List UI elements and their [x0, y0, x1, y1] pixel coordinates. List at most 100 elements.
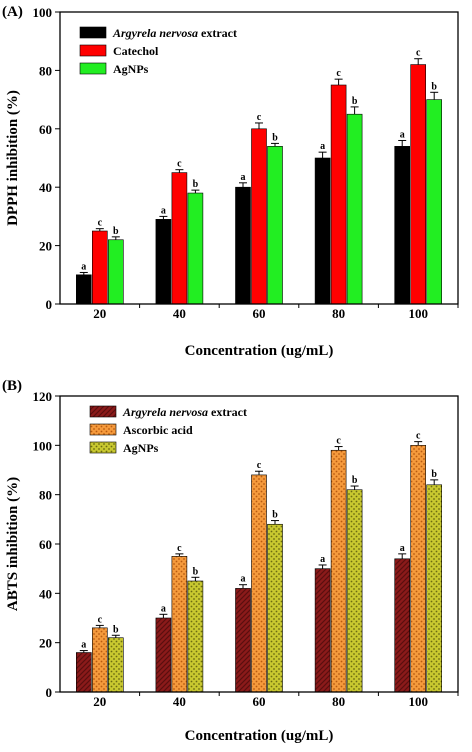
- legend-label-text: AgNPs: [123, 441, 159, 455]
- significance-letter: c: [177, 159, 182, 170]
- legend-label-text: Ascorbic acid: [123, 423, 193, 437]
- bar: [235, 588, 251, 693]
- bar: [108, 637, 124, 693]
- significance-letter: c: [257, 112, 262, 123]
- legend-label-text: extract: [208, 405, 247, 419]
- x-tick-label: 40: [173, 694, 186, 709]
- bar: [330, 84, 347, 305]
- y-tick-label: 0: [46, 685, 53, 700]
- bar: [155, 617, 172, 693]
- y-axis-label: ABTS inhibition (%): [5, 477, 21, 611]
- bar: [155, 219, 172, 305]
- x-tick-label: 20: [93, 306, 106, 321]
- bar: [267, 523, 283, 693]
- significance-letter: c: [336, 436, 341, 447]
- bar: [92, 627, 108, 693]
- bar: [251, 128, 267, 305]
- legend-swatch: [89, 423, 117, 436]
- x-axis-label: Concentration (ug/mL): [185, 728, 334, 744]
- significance-letter: b: [272, 132, 278, 143]
- significance-letter: c: [98, 614, 103, 625]
- plot-frame: [59, 11, 459, 305]
- legend-label: Ascorbic acid: [123, 423, 193, 437]
- bar: [394, 146, 411, 305]
- bar: [410, 64, 427, 305]
- legend-swatch: [89, 405, 117, 418]
- plot-frame: [59, 395, 459, 693]
- bar: [108, 239, 124, 305]
- significance-letter: a: [241, 574, 246, 585]
- significance-letter: c: [416, 48, 421, 59]
- y-tick-label: 40: [39, 180, 52, 195]
- y-tick-label: 100: [33, 438, 53, 453]
- x-tick-label: 20: [93, 694, 106, 709]
- y-tick-label: 20: [39, 636, 52, 651]
- legend-swatch: [89, 441, 117, 454]
- x-tick-label: 40: [173, 306, 186, 321]
- bar: [187, 192, 204, 305]
- bar: [394, 558, 411, 693]
- y-tick-label: 120: [33, 389, 53, 404]
- bar: [346, 489, 363, 693]
- panel-b: (B)02040608010012020acb40acb60acb80acb10…: [2, 378, 459, 744]
- panel-label: (A): [2, 4, 23, 20]
- x-tick-label: 80: [332, 694, 345, 709]
- y-axis-label: DPPH inhibition (%): [5, 90, 21, 226]
- significance-letter: b: [113, 226, 119, 237]
- legend-label: Argyrela nervosa extract: [112, 26, 237, 40]
- bar: [426, 99, 443, 305]
- significance-letter: a: [81, 261, 86, 272]
- bar: [410, 445, 427, 693]
- bar: [267, 146, 283, 305]
- x-tick-label: 100: [408, 306, 428, 321]
- significance-letter: b: [113, 624, 119, 635]
- bar: [235, 186, 251, 305]
- significance-letter: b: [272, 510, 278, 521]
- significance-letter: a: [320, 554, 325, 565]
- significance-letter: c: [177, 543, 182, 554]
- y-tick-label: 80: [39, 63, 52, 78]
- significance-letter: c: [98, 218, 103, 229]
- significance-letter: b: [431, 81, 437, 92]
- bar: [76, 274, 92, 305]
- legend-label-text: Catechol: [113, 44, 159, 58]
- legend-swatch: [79, 26, 107, 39]
- significance-letter: a: [400, 129, 405, 140]
- bar: [92, 230, 108, 305]
- y-tick-label: 100: [33, 5, 53, 20]
- y-tick-label: 60: [39, 537, 52, 552]
- significance-letter: a: [320, 141, 325, 152]
- x-tick-label: 80: [332, 306, 345, 321]
- legend-label: Catechol: [113, 44, 159, 58]
- bar: [76, 652, 92, 693]
- y-tick-label: 80: [39, 488, 52, 503]
- legend-label: AgNPs: [113, 62, 149, 76]
- significance-letter: b: [193, 179, 199, 190]
- y-tick-label: 60: [39, 122, 52, 137]
- x-tick-label: 60: [253, 306, 266, 321]
- legend-label: AgNPs: [123, 441, 159, 455]
- bar: [171, 172, 188, 305]
- significance-letter: b: [352, 475, 358, 486]
- y-tick-label: 0: [46, 297, 53, 312]
- legend-label-italic: Argyrela nervosa: [112, 26, 198, 40]
- significance-letter: a: [400, 543, 405, 554]
- significance-letter: c: [336, 68, 341, 79]
- significance-letter: b: [431, 469, 437, 480]
- bar: [314, 568, 331, 693]
- panel-label: (B): [2, 378, 22, 394]
- x-tick-label: 60: [253, 694, 266, 709]
- y-tick-label: 20: [39, 239, 52, 254]
- legend-swatch: [79, 44, 107, 57]
- bar: [251, 474, 267, 693]
- legend-label-italic: Argyrela nervosa: [122, 405, 208, 419]
- bar: [171, 556, 188, 693]
- bar: [426, 484, 443, 693]
- bar: [314, 157, 331, 305]
- x-axis-label: Concentration (ug/mL): [185, 343, 334, 359]
- significance-letter: b: [193, 566, 199, 577]
- bar: [187, 580, 204, 693]
- y-tick-label: 40: [39, 586, 52, 601]
- legend-label: Argyrela nervosa extract: [122, 405, 247, 419]
